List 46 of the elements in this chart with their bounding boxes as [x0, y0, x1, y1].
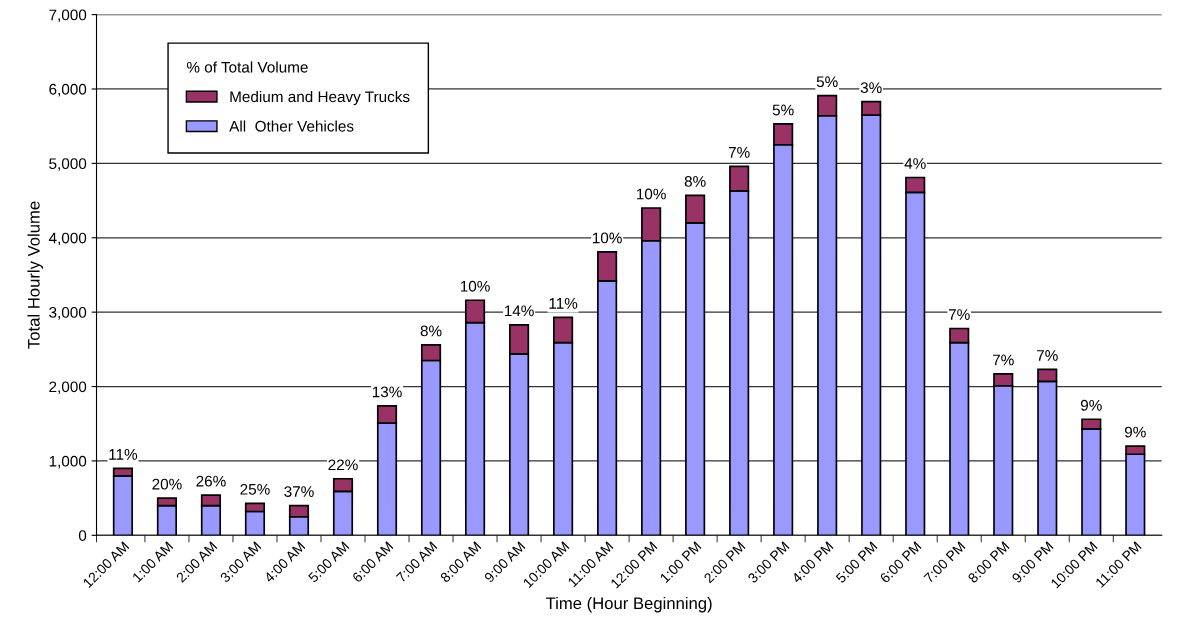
x-tick-label: 4:00 PM: [791, 541, 834, 584]
annotation: 11%: [109, 449, 138, 460]
y-tick-label: 7,000: [49, 9, 87, 23]
y-tick-label: 4,000: [48, 232, 87, 246]
y-tick-label: 3,000: [49, 307, 87, 320]
legend-title: % of Total Volume: [186, 61, 308, 73]
y-tick-label: 5,000: [49, 158, 87, 171]
y-tick-label: 1,000: [49, 455, 87, 469]
y-axis-title: Total Hourly Volume: [27, 201, 44, 349]
x-tick-label: 6:00 AM: [351, 541, 394, 583]
annotation: 5%: [816, 76, 838, 88]
y-tick-label: 6,000: [49, 83, 87, 97]
x-tick-label: 8:00 AM: [439, 541, 482, 583]
x-tick-label: 4:00 AM: [263, 541, 306, 584]
legend-label: All Other Vehicles: [229, 120, 354, 132]
annotation: 11%: [549, 298, 578, 309]
y-tick-label: 2,000: [49, 381, 87, 395]
annotation: 8%: [684, 175, 706, 187]
x-tick-label: 5:00 AM: [307, 541, 350, 584]
annotation: 3%: [860, 82, 882, 94]
annotation: 13%: [372, 386, 402, 398]
annotation: 5%: [772, 104, 794, 116]
x-tick-label: 6:00 PM: [879, 541, 922, 584]
annotation: 22%: [328, 459, 358, 471]
annotation: 26%: [196, 475, 226, 487]
annotation: 7%: [948, 309, 970, 320]
x-tick-label: 7:00 PM: [923, 541, 966, 584]
legend-label: Medium and Heavy Trucks: [230, 90, 410, 106]
y-tick-label: 0: [78, 530, 87, 541]
annotation: 14%: [504, 305, 534, 317]
annotation: 9%: [1080, 399, 1102, 411]
annotation: 7%: [992, 354, 1014, 366]
x-tick-label: 3:00 AM: [219, 541, 262, 584]
annotation: 8%: [420, 325, 442, 337]
annotation: 25%: [240, 483, 270, 495]
annotation: 10%: [460, 280, 490, 292]
annotation: 10%: [592, 232, 622, 244]
x-axis-title: Time (Hour Beginning): [545, 596, 712, 613]
annotation: 37%: [284, 486, 314, 497]
annotation: 4%: [904, 158, 926, 169]
annotation: 7%: [1037, 350, 1058, 361]
annotation: 20%: [152, 478, 182, 490]
annotation: 9%: [1124, 426, 1146, 438]
annotation: 7%: [728, 147, 750, 158]
x-tick-label: 7:00 AM: [395, 541, 438, 583]
annotation: 10%: [636, 188, 666, 200]
